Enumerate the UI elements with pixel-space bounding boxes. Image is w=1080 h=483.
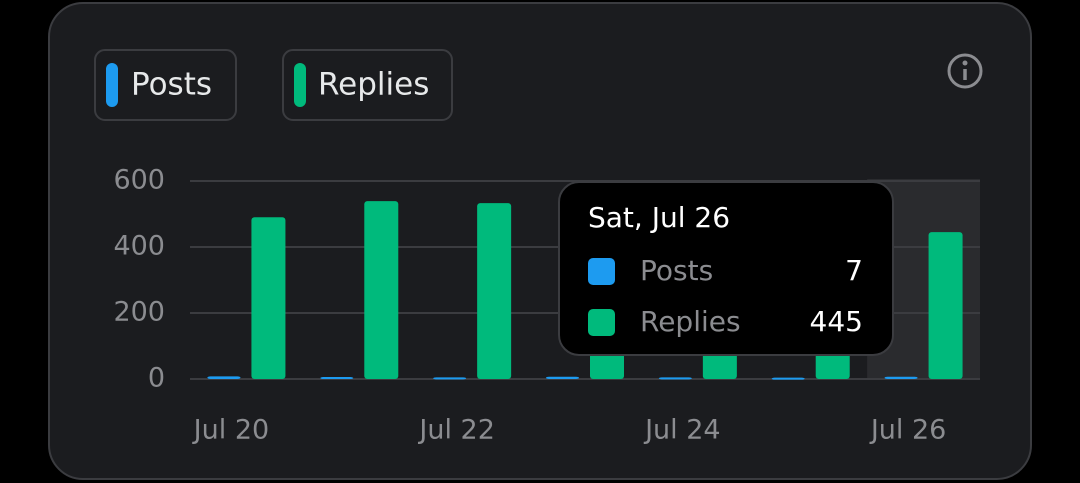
bar bbox=[658, 377, 692, 380]
tooltip-box bbox=[558, 181, 894, 356]
tooltip-title: Sat, Jul 26 bbox=[588, 201, 730, 234]
card bbox=[48, 2, 1032, 480]
bar bbox=[433, 377, 467, 380]
tooltip-label: Replies bbox=[640, 305, 741, 338]
bar bbox=[207, 376, 241, 379]
legend-label: Posts bbox=[131, 67, 212, 103]
legend-swatch bbox=[106, 63, 118, 107]
tooltip: Sat, Jul 26 Posts 7 Replies 445 bbox=[558, 181, 894, 356]
x-tick-label: Jul 22 bbox=[417, 415, 495, 446]
x-tick-label: Jul 24 bbox=[643, 415, 721, 446]
tooltip-label: Posts bbox=[640, 254, 713, 287]
info-dot bbox=[962, 60, 968, 66]
legend-swatch bbox=[294, 63, 306, 107]
bar bbox=[477, 203, 512, 379]
legend-button[interactable] bbox=[282, 49, 453, 121]
x-tick-label: Jul 26 bbox=[869, 415, 947, 446]
bar bbox=[884, 376, 918, 379]
legend-label: Replies bbox=[318, 67, 429, 103]
bar bbox=[771, 377, 805, 380]
legend-button[interactable] bbox=[94, 49, 237, 121]
x-tick-label: Jul 20 bbox=[192, 415, 270, 446]
bar bbox=[320, 377, 354, 380]
y-tick-label: 200 bbox=[113, 297, 165, 328]
bar bbox=[364, 201, 399, 379]
bar bbox=[546, 376, 579, 379]
legend-posts[interactable]: Posts bbox=[94, 49, 237, 121]
y-tick-label: 600 bbox=[113, 165, 165, 196]
bar bbox=[251, 217, 286, 379]
info-icon[interactable] bbox=[947, 53, 983, 89]
bar bbox=[928, 232, 963, 379]
tooltip-value: 445 bbox=[810, 305, 863, 338]
legend-replies[interactable]: Replies bbox=[282, 49, 453, 121]
tooltip-swatch bbox=[588, 309, 615, 336]
tooltip-value: 7 bbox=[845, 254, 863, 287]
y-tick-label: 0 bbox=[148, 363, 165, 394]
tooltip-swatch bbox=[588, 258, 615, 285]
info-circle bbox=[947, 53, 983, 89]
y-tick-label: 400 bbox=[113, 231, 165, 262]
